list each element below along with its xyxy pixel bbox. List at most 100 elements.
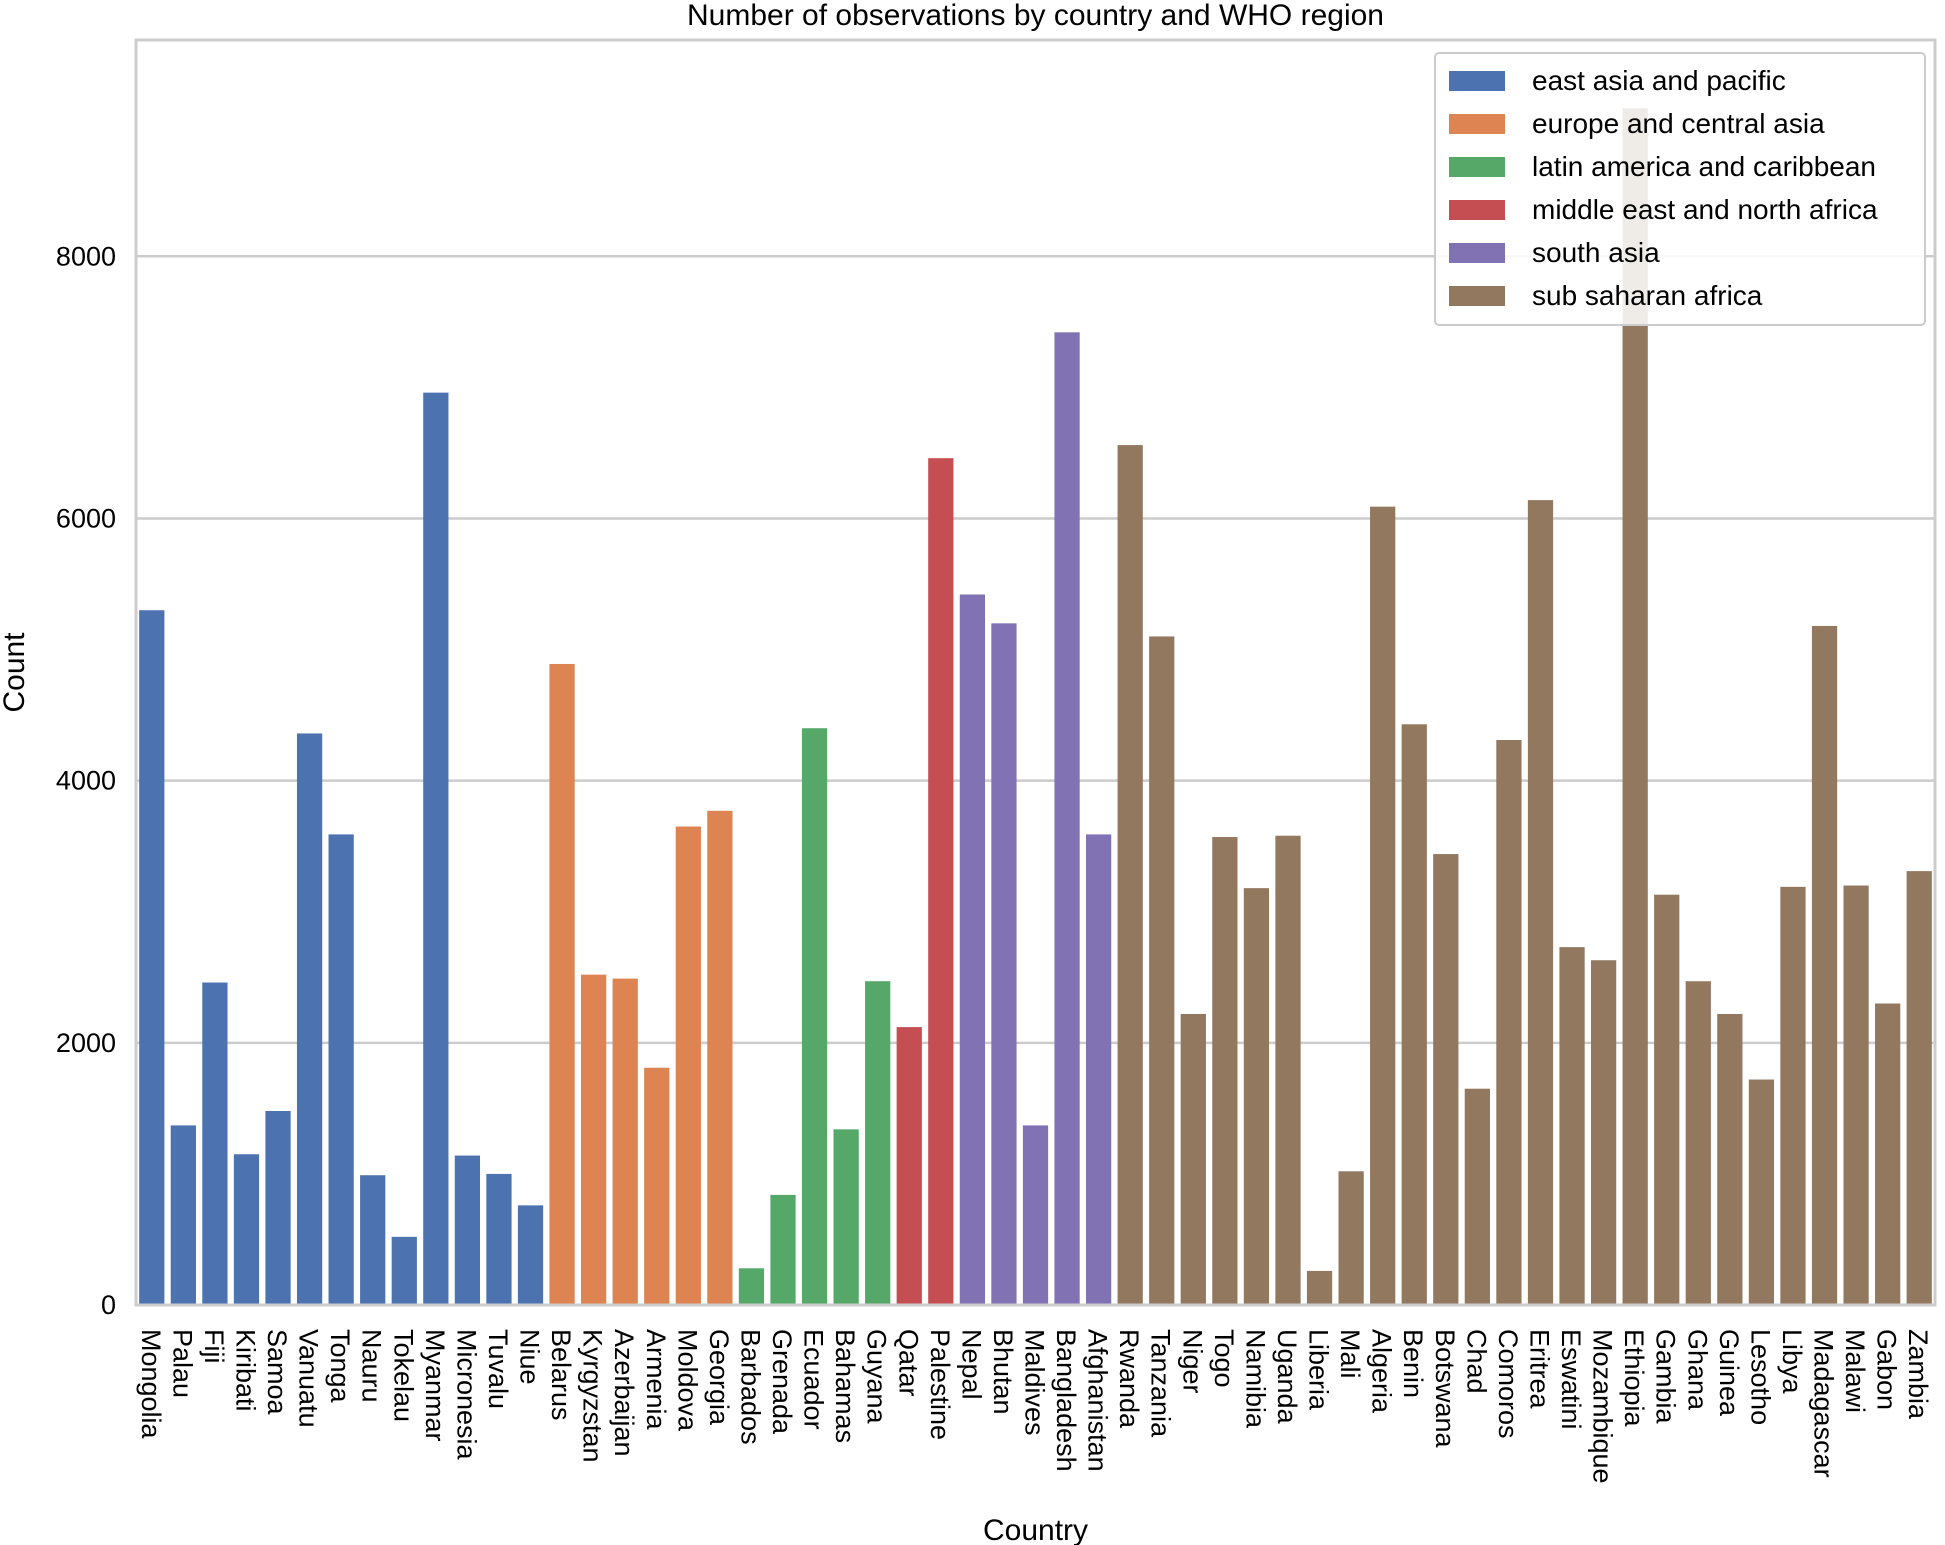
x-tick-label: Niger — [1177, 1329, 1207, 1394]
y-tick-label: 0 — [101, 1290, 116, 1320]
x-tick-label: Micronesia — [451, 1329, 481, 1461]
y-tick-label: 6000 — [56, 503, 116, 533]
x-tick-label: Ghana — [1682, 1329, 1712, 1411]
x-tick-label: Lesotho — [1745, 1329, 1775, 1425]
bar-tanzania — [1149, 636, 1175, 1305]
bar-kyrgyzstan — [581, 974, 607, 1305]
bar-eswatini — [1559, 947, 1585, 1305]
bar-uganda — [1275, 835, 1301, 1305]
bar-bhutan — [991, 623, 1017, 1305]
x-tick-label: Georgia — [704, 1329, 734, 1426]
bar-liberia — [1306, 1270, 1333, 1305]
bar-moldova — [675, 826, 701, 1305]
x-axis-title: Country — [983, 1514, 1088, 1545]
x-tick-label: Bhutan — [988, 1329, 1018, 1415]
bar-mozambique — [1590, 960, 1617, 1305]
x-tick-label: Uganda — [1272, 1329, 1302, 1425]
bar-georgia — [707, 810, 733, 1305]
x-tick-label: Botswana — [1430, 1329, 1460, 1449]
x-tick-label: Azerbaijan — [609, 1329, 639, 1457]
bar-togo — [1212, 837, 1238, 1305]
x-tick-label: Eritrea — [1524, 1329, 1554, 1410]
bar-tuvalu — [486, 1173, 512, 1305]
bar-benin — [1401, 724, 1427, 1305]
x-tick-label: Guinea — [1714, 1329, 1744, 1417]
bar-grenada — [770, 1194, 796, 1305]
plot-frame — [134, 38, 1937, 1307]
bar-gambia — [1654, 894, 1680, 1305]
bar-niger — [1180, 1013, 1206, 1305]
bar-myanmar — [423, 392, 449, 1305]
bar-ecuador — [801, 728, 828, 1305]
legend-swatch — [1449, 200, 1505, 220]
x-tick-label: Rwanda — [1114, 1329, 1144, 1429]
x-tick-label: Tuvalu — [483, 1329, 513, 1409]
bar-bangladesh — [1054, 332, 1080, 1305]
y-tick-labels: 0 2000 4000 6000 8000 — [56, 241, 116, 1320]
x-tick-label: Palau — [167, 1329, 197, 1398]
y-tick-label: 8000 — [56, 241, 116, 271]
x-tick-label: Bangladesh — [1051, 1329, 1081, 1472]
x-tick-label: Zambia — [1903, 1329, 1933, 1420]
x-tick-label: Eswatini — [1556, 1329, 1586, 1430]
x-tick-label: Myanmar — [420, 1329, 450, 1442]
x-tick-label: Mongolia — [136, 1329, 166, 1440]
bar-rwanda — [1117, 445, 1143, 1306]
bar-micronesia — [454, 1155, 481, 1305]
x-tick-label: Ethiopia — [1619, 1329, 1649, 1428]
x-tick-label: Qatar — [893, 1329, 923, 1397]
x-tick-label: Samoa — [262, 1329, 292, 1416]
legend-swatch — [1449, 114, 1505, 134]
bar-fiji — [202, 982, 228, 1305]
x-tick-label: Armenia — [641, 1329, 671, 1431]
legend-label: south asia — [1532, 237, 1660, 268]
x-tick-label: Nepal — [956, 1329, 986, 1400]
x-tick-label: Mali — [1335, 1329, 1365, 1379]
x-tick-label: Moldova — [672, 1329, 702, 1432]
x-tick-label: Afghanistan — [1083, 1329, 1113, 1472]
x-tick-label: Bahamas — [830, 1329, 860, 1443]
bar-libya — [1780, 886, 1806, 1305]
legend-label: middle east and north africa — [1532, 194, 1878, 225]
x-tick-label: Comoros — [1493, 1329, 1523, 1439]
bar-afghanistan — [1085, 834, 1112, 1305]
y-axis-title: Count — [0, 632, 31, 713]
x-tick-label: Chad — [1461, 1329, 1491, 1394]
bar-bahamas — [833, 1129, 859, 1305]
legend-label: sub saharan africa — [1532, 280, 1763, 311]
bar-qatar — [896, 1027, 922, 1305]
bar-chad — [1464, 1088, 1490, 1305]
bar-comoros — [1496, 740, 1522, 1305]
bar-guyana — [865, 981, 891, 1305]
x-tick-label: Guyana — [862, 1329, 892, 1425]
bar-kiribati — [233, 1154, 260, 1305]
x-tick-label: Maldives — [1020, 1329, 1050, 1436]
bar-ghana — [1685, 981, 1711, 1305]
legend: east asia and pacific europe and central … — [1434, 52, 1926, 326]
x-tick-label: Tonga — [325, 1329, 355, 1404]
bar-botswana — [1433, 854, 1459, 1305]
legend-swatch — [1449, 157, 1505, 177]
x-tick-label: Niue — [515, 1329, 545, 1385]
x-tick-label: Madagascar — [1809, 1329, 1839, 1478]
x-tick-label: Gambia — [1651, 1329, 1681, 1425]
bar-tokelau — [391, 1236, 417, 1305]
bar-mongolia — [139, 610, 165, 1305]
x-tick-label: Malawi — [1840, 1329, 1870, 1413]
bar-zambia — [1906, 871, 1932, 1305]
bar-barbados — [738, 1268, 765, 1305]
bar-niue — [517, 1205, 544, 1305]
bar-maldives — [1022, 1125, 1049, 1305]
x-tick-label: Libya — [1777, 1329, 1807, 1395]
x-tick-labels: Mongolia Palau Fiji Kiribati Samoa Vanuatu Ton… — [136, 1329, 1933, 1484]
bar-namibia — [1243, 888, 1270, 1305]
x-tick-label: Mozambique — [1588, 1329, 1618, 1484]
legend-label: east asia and pacific — [1532, 65, 1786, 96]
y-tick-label: 2000 — [56, 1028, 116, 1058]
x-tick-label: Nauru — [357, 1329, 387, 1403]
legend-label: latin america and caribbean — [1532, 151, 1876, 182]
x-tick-label: Palestine — [925, 1329, 955, 1440]
x-tick-label: Tokelau — [388, 1329, 418, 1422]
x-tick-label: Tanzania — [1146, 1329, 1176, 1438]
